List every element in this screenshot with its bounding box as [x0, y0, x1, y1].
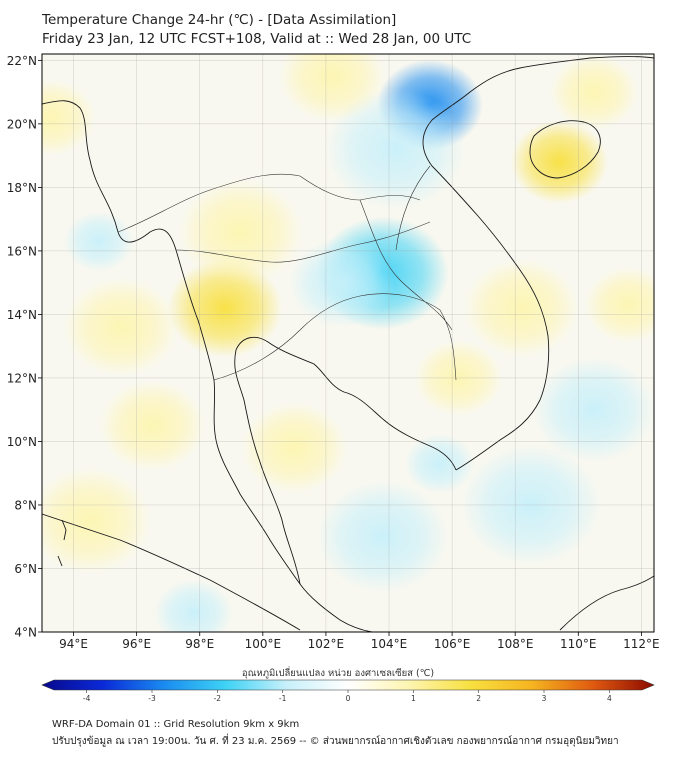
anomaly-patch	[241, 402, 348, 494]
lat-tick-label: 18°N	[7, 181, 37, 195]
colorbar-label: อุณหภูมิเปลี่ยนแปลง หน่วย องศาเซลเซียส (…	[241, 668, 435, 679]
colorbar-tick-label: 4	[607, 694, 612, 703]
lat-tick-label: 4°N	[14, 626, 37, 640]
anomaly-patch	[42, 467, 152, 574]
anomaly-patch	[178, 178, 303, 285]
anomaly-patch	[288, 237, 395, 329]
lon-tick-label: 102°E	[308, 637, 345, 651]
lat-tick-label: 6°N	[14, 562, 37, 576]
colorbar-bar	[41, 679, 655, 691]
lon-tick-label: 94°E	[59, 637, 88, 651]
coastline-gulf-thailand	[234, 336, 457, 585]
lon-tick-label: 100°E	[245, 637, 282, 651]
anomaly-patch	[42, 79, 96, 156]
anomaly-patch	[153, 578, 234, 632]
map-frame	[41, 53, 655, 633]
map-title: Temperature Change 24-hr (℃) - [Data Ass…	[42, 12, 397, 28]
anomaly-patch	[63, 277, 179, 377]
anomaly-patch	[63, 211, 135, 272]
colorbar: -4 -3 -2 -1 0 1 2 3 4	[41, 679, 655, 703]
lat-tick-label: 12°N	[7, 371, 37, 385]
lon-tick-label: 108°E	[497, 637, 534, 651]
footer-model-info: WRF-DA Domain 01 :: Grid Resolution 9km …	[52, 719, 300, 730]
colorbar-tick-label: -1	[279, 694, 287, 703]
footer-credit: ปรับปรุงข้อมูล ณ เวลา 19:00น. วัน ศ. ที่…	[52, 736, 619, 747]
lon-tick-label: 96°E	[122, 637, 151, 651]
anomaly-patch	[404, 433, 475, 494]
lat-tick-label: 22°N	[7, 54, 37, 68]
colorbar-tick-label: 0	[346, 694, 351, 703]
island-andaman	[57, 519, 67, 567]
coastlines-and-borders	[42, 56, 654, 632]
lon-tick-label: 106°E	[434, 637, 471, 651]
map-subtitle: Friday 23 Jan, 12 UTC FCST+108, Valid at…	[42, 31, 472, 47]
lat-tick-label: 8°N	[14, 498, 37, 512]
coastline-vietnam	[422, 56, 654, 471]
colorbar-tick-label: -4	[83, 694, 91, 703]
coastline-mainland	[42, 100, 373, 632]
lat-tick-label: 10°N	[7, 435, 37, 449]
lat-tick-label: 14°N	[7, 308, 37, 322]
colorbar-tick-label: 2	[476, 694, 481, 703]
anomaly-patch	[549, 54, 639, 130]
axes: 22°N 20°N 18°N 16°N 14°N 12°N 10°N 8°N 6°N 4°N 94°…	[7, 54, 660, 651]
colorbar-tick-label: -2	[214, 694, 222, 703]
anomaly-patch	[532, 356, 654, 463]
coastline-borneo	[559, 575, 654, 631]
anomaly-patch	[316, 479, 449, 594]
coastline-sumatra	[42, 513, 301, 631]
colorbar-tick-label: 3	[542, 694, 547, 703]
anomaly-patch	[464, 258, 579, 358]
lon-tick-label: 104°E	[371, 637, 408, 651]
lon-tick-label: 112°E	[623, 637, 660, 651]
anomaly-patch	[510, 120, 608, 204]
anomaly-patch	[584, 267, 654, 343]
lon-tick-label: 110°E	[560, 637, 597, 651]
anomaly-patch	[99, 380, 206, 471]
anomaly-patch	[324, 88, 466, 210]
lon-tick-label: 98°E	[185, 637, 214, 651]
lat-tick-label: 20°N	[7, 117, 37, 131]
colorbar-tick-label: 1	[411, 694, 416, 703]
coastline-hainan	[529, 120, 601, 179]
anomaly-patch	[279, 54, 386, 122]
temperature-field	[42, 54, 654, 632]
lat-tick-label: 16°N	[7, 244, 37, 258]
colorbar-tick-label: -3	[148, 694, 156, 703]
border-lines	[117, 165, 457, 381]
